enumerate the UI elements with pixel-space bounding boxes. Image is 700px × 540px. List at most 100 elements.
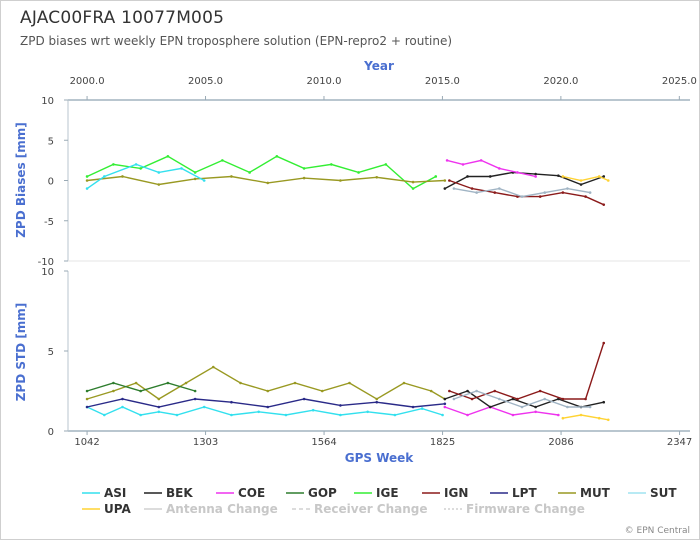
bias-point-ign [493,191,497,194]
std-point-mut [112,389,115,393]
bias-y-tick-label: 0 [48,177,54,188]
std-point-lpt [339,404,342,407]
std-point-asi [157,410,161,414]
bias-y-axis-title: ZPD Biases [mm] [14,122,28,238]
std-point-bek [602,400,606,404]
bias-point-upa [561,175,565,178]
std-point-mut [184,381,188,385]
week-axis-title: GPS Week [345,451,415,465]
bias-point-mut [193,177,197,181]
bias-point-asi [202,179,206,182]
std-point-mut [157,397,161,401]
bias-point-bek [557,174,560,177]
std-point-sut [543,397,547,401]
std-point-sut [475,389,478,393]
bias-point-mut [375,175,379,179]
bias-point-bek [579,183,583,186]
year-axis-title: Year [363,59,394,73]
week-tick-label: 1564 [311,437,336,448]
std-series-lpt [86,398,445,408]
bias-point-ign [584,195,587,198]
week-tick-label: 1825 [430,437,455,448]
legend-label-upa: UPA [104,502,131,516]
std-point-gop [85,389,89,393]
bias-point-mut [85,179,89,182]
std-point-asi [366,410,369,414]
std-point-asi [339,413,342,417]
bias-point-ign [538,195,542,198]
bias-point-coe [445,159,449,162]
bias-point-asi [180,167,183,170]
year-tick-label: 2010.0 [306,76,341,87]
std-point-asi [441,413,444,417]
std-y-tick-label: 10 [41,267,54,278]
year-tick-label: 2020.0 [543,76,578,87]
bias-point-ige [330,163,333,166]
bias-series-asi [86,163,205,190]
bias-y-tick-label: -5 [44,217,54,228]
bias-series-mut [87,175,445,186]
bias-point-ige [302,167,306,170]
std-point-coe [511,413,515,417]
legend-label-gop: GOP [308,486,337,500]
year-tick-label: 2000.0 [70,76,105,87]
bias-point-upa [606,179,610,182]
std-point-mut [239,381,242,385]
bias-point-ign [448,179,451,182]
std-point-asi [175,413,179,417]
bias-point-asi [85,187,89,190]
bias-point-upa [597,175,601,178]
std-point-ign [470,397,474,401]
bias-point-mut [339,179,342,182]
bias-point-mut [157,183,161,186]
std-point-sut [588,405,592,409]
std-point-lpt [443,402,447,406]
std-series-ign [449,342,605,400]
std-series-asi [86,406,443,416]
bias-point-ige [384,163,388,166]
bias-point-coe [479,159,483,162]
legend-label-lpt: LPT [512,486,537,500]
bias-point-coe [498,167,501,170]
std-point-coe [443,405,447,409]
legend-label-bek: BEK [166,486,193,500]
std-point-lpt [302,397,306,401]
year-tick-label: 2015.0 [425,76,460,87]
legend-label-firmware-change: Firmware Change [466,502,585,516]
week-tick-label: 1303 [193,437,218,448]
std-point-mut [375,397,379,401]
std-point-upa [579,413,583,417]
bias-point-asi [103,175,106,178]
bias-point-bek [466,175,469,178]
year-tick-label: 2005.0 [188,76,223,87]
bias-point-sut [452,187,456,190]
bias-series-coe [446,159,536,178]
std-point-coe [466,413,469,417]
bias-point-bek [602,175,606,178]
bias-point-mut [443,179,447,182]
std-point-asi [230,413,233,417]
bias-point-sut [475,191,478,194]
std-point-mut [293,381,297,385]
bias-point-bek [534,172,537,176]
std-point-lpt [266,405,270,409]
bias-point-ign [561,191,565,194]
bias-point-upa [579,179,583,182]
std-point-ign [602,341,606,345]
std-point-ign [516,397,519,401]
std-point-gop [139,389,142,393]
bias-point-coe [534,175,537,178]
chart-title: AJAC00FRA 10077M005 [20,8,225,28]
std-point-sut [452,397,456,401]
std-point-mut [429,389,433,393]
bias-point-ign [602,203,606,206]
std-series-mut [86,366,446,400]
std-point-asi [103,413,106,417]
std-point-lpt [375,400,379,404]
std-point-upa [597,416,601,420]
std-point-mut [85,397,89,401]
bias-point-coe [461,163,465,166]
std-point-upa [606,418,610,422]
std-point-bek [443,397,447,401]
